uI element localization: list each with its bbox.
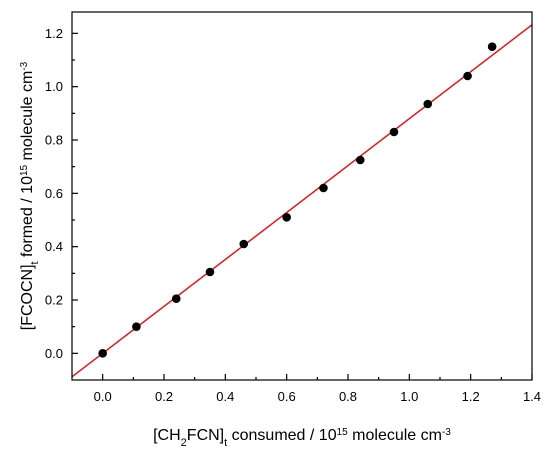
x-axis-title: [CH2FCN]t consumed / 1015 molecule cm-3: [153, 427, 451, 450]
x-tick-label: 0.4: [216, 389, 234, 404]
plot-frame: [71, 11, 533, 381]
data-point: [463, 71, 472, 81]
data-point: [239, 239, 249, 249]
data-point: [98, 349, 107, 358]
x-tick-label: 1.4: [523, 389, 541, 404]
data-point: [423, 99, 433, 109]
data-point: [319, 183, 328, 193]
y-axis-title: [FCOCN]t formed / 1015 molecule cm-3: [19, 61, 42, 330]
data-point: [487, 42, 497, 51]
y-tick-label: 0.0: [45, 346, 63, 361]
y-tick-label: 0.2: [45, 293, 63, 308]
data-point: [171, 294, 181, 303]
x-tick-label: 1.0: [400, 389, 418, 404]
x-tick-label: 0.2: [155, 389, 173, 404]
y-tick-label: 1.2: [45, 26, 63, 41]
x-tick-label: 0.6: [278, 389, 296, 404]
fit-line: [72, 24, 532, 378]
data-point: [132, 322, 141, 331]
data-point: [389, 127, 399, 137]
y-tick-label: 0.6: [45, 186, 63, 201]
y-tick-label: 0.8: [45, 133, 63, 148]
y-tick-label: 1.0: [45, 79, 63, 94]
y-tick-label: 0.4: [45, 239, 63, 254]
data-point: [282, 213, 291, 222]
data-point: [205, 267, 215, 277]
x-tick-label: 0.8: [339, 389, 357, 404]
x-tick-label: 1.2: [462, 389, 480, 404]
data-point: [355, 155, 365, 165]
x-tick-label: 0.0: [94, 389, 112, 404]
